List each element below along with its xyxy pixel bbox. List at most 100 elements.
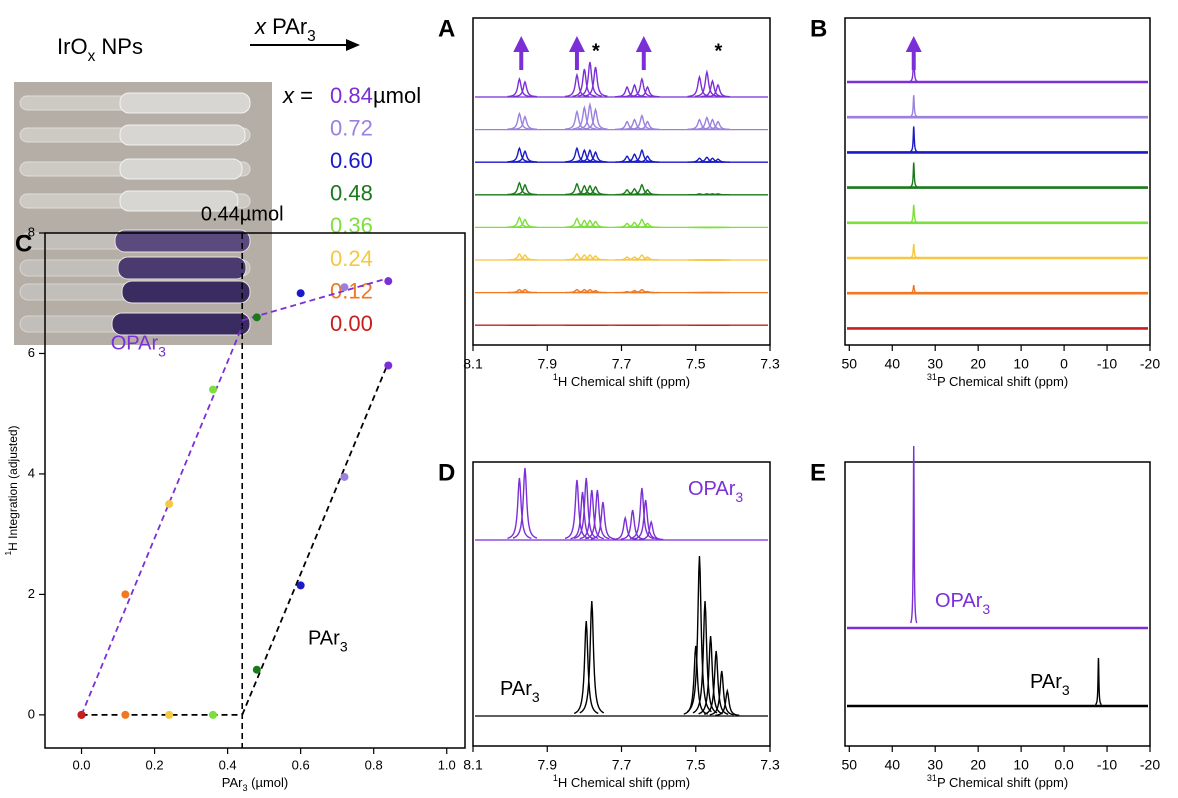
annotation: * [715,40,723,62]
peak [572,254,597,261]
peak [585,489,610,540]
point [252,665,261,674]
x-tick-label: 40 [884,757,900,773]
peak [583,289,608,294]
peak [635,85,660,98]
peak [583,185,608,196]
arrow-label: x PAr3 [254,14,316,45]
legend-entry: 0.72 [330,115,373,140]
panel-label: A [438,15,455,42]
text-part: x [254,14,267,39]
x-tick-label: -20 [1140,757,1160,773]
x-tick-label: 0.4 [219,757,237,772]
fit-line [241,277,389,322]
x-tick-label: 30 [927,356,943,372]
plot-frame [44,232,466,749]
peak [694,116,719,130]
peak [577,219,602,228]
x-tick-label: 20 [970,757,986,773]
peak [635,256,660,261]
plot-frame [844,17,1151,346]
text-part: OPAr [935,590,983,612]
peak [909,204,918,223]
text-part: P Chemical shift (ppm) [937,374,1068,389]
peak [577,61,603,97]
peak [700,157,725,163]
legend-entry: 0.60 [330,148,373,173]
x-tick-label: 50 [842,356,858,372]
text-part: PAr [266,14,307,39]
peak [909,126,918,153]
legend-unit: µmol [373,83,421,108]
peak [715,688,740,717]
peak [635,120,660,131]
peak [577,148,602,163]
x-tick-label: 8.1 [463,757,483,773]
peak [694,69,719,98]
panel-label: C [15,230,32,257]
peak [629,148,654,163]
x-tick-label: 10 [1013,356,1029,372]
text-part: OPAr [111,333,159,355]
point [384,277,393,286]
x-tick-label: 1.0 [438,757,456,772]
peak [572,219,597,228]
peak [583,255,608,261]
x-tick-label: 7.3 [760,757,780,773]
legend-entry: 0.24 [330,246,373,271]
peak [512,115,538,130]
arrow-head [513,36,530,52]
peak [709,670,734,716]
peak [507,477,532,539]
series-label: OPAr3 [935,590,990,616]
legend-entry: 0.00 [330,311,373,336]
text-part: PAr [308,628,340,650]
panel-label: B [810,15,827,42]
tubes-purple [19,229,251,336]
y-tick-label: 8 [28,224,35,239]
peak [700,118,725,131]
peak [590,501,616,540]
text-part: H Chemical shift (ppm) [558,374,690,389]
point [209,385,217,394]
peak [512,183,538,196]
legend-entry: 0.36 [330,213,373,238]
text-part: PAr [1030,671,1062,693]
peak [633,499,658,540]
x-axis-label: 31P Chemical shift (ppm) [927,372,1068,389]
peak [583,220,608,228]
text-part: 3 [307,28,316,45]
x-tick-label: 7.3 [760,356,780,372]
point [165,710,174,719]
x-tick-label: 0.6 [292,757,310,772]
text-part: P Chemical shift (ppm) [937,775,1068,790]
x-tick-label: -10 [1097,356,1117,372]
x-tick-label: 40 [884,356,900,372]
text-part: PAr [222,775,243,790]
peak [583,66,608,97]
peak [613,515,638,541]
peak [687,555,712,713]
peak [570,491,595,540]
peak [583,107,608,130]
peak [620,509,645,540]
x-tick-label: 8.1 [463,356,483,372]
peak [583,150,608,163]
peak [577,254,602,261]
annotation: * [592,40,600,62]
x-tick-label: 30 [927,757,943,773]
peak [572,184,597,196]
peak [910,445,918,624]
y-tick-label: 4 [28,465,35,480]
x-axis-label: 1H Chemical shift (ppm) [553,773,690,790]
peak [629,487,655,540]
peak [910,285,918,294]
peak [692,600,718,714]
peak [706,193,731,196]
threshold-label: 0.44µmol [201,203,284,225]
peak [615,85,640,98]
x-tick-label: 0.8 [365,757,383,772]
photo-label: IrOx NPs [57,34,143,65]
